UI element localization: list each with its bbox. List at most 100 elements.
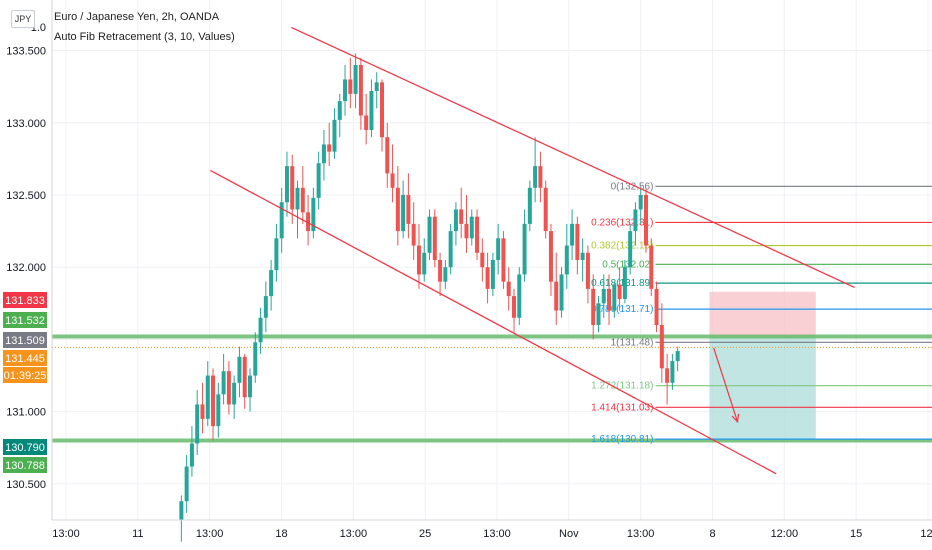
candle-body — [385, 137, 390, 174]
candle-body — [179, 501, 184, 520]
price-axis-tick: 133.500 — [6, 46, 46, 58]
candle-body — [575, 223, 580, 260]
candle-body — [506, 281, 511, 297]
candle-body — [189, 443, 194, 467]
candle-body — [316, 163, 321, 198]
indicator-legend[interactable]: Auto Fib Retracement (3, 10, Values) — [54, 31, 235, 43]
candle-body — [622, 267, 627, 299]
candle-body — [659, 325, 664, 369]
candle-body — [554, 281, 559, 311]
candle-body — [496, 238, 501, 260]
price-tag-label: 131.509 — [5, 335, 45, 347]
candle-body — [644, 195, 648, 246]
candle-body — [269, 270, 274, 297]
candle-body — [580, 252, 585, 260]
candle-body — [311, 197, 316, 232]
candle-body — [628, 231, 633, 268]
take-profit-zone — [709, 336, 816, 440]
candle-body — [401, 195, 406, 232]
candle-body — [343, 79, 348, 102]
time-axis-tick: 13:00 — [627, 528, 655, 540]
time-axis-tick: 11 — [132, 528, 143, 540]
candle-body — [274, 238, 279, 271]
candle-body — [226, 371, 231, 405]
fib-level-label: 1.618(130.81) — [591, 434, 653, 445]
projection-arrow — [713, 347, 739, 422]
candle-body — [443, 267, 448, 282]
candle-body — [475, 216, 480, 253]
candle-body — [258, 317, 263, 343]
candle-body — [253, 342, 258, 376]
candle-body — [390, 173, 395, 188]
fib-level-label: 0.382(132.15) — [591, 241, 653, 252]
candle-body — [211, 375, 216, 427]
candle-body — [369, 91, 374, 130]
time-axis-tick: 18 — [275, 528, 287, 540]
candle-body — [512, 296, 516, 318]
channel-line-lower — [210, 169, 777, 475]
candle-body — [416, 245, 421, 275]
candle-body — [395, 187, 400, 232]
time-axis-tick: 8 — [709, 528, 715, 540]
price-tag-label: 130.788 — [5, 460, 45, 472]
candle-body — [300, 187, 305, 213]
candle-body — [548, 231, 553, 282]
price-tag — [3, 332, 47, 348]
time-axis-tick: 12:00 — [771, 528, 799, 540]
candle-body — [522, 223, 527, 275]
stop-loss-zone — [709, 291, 816, 337]
candle-body — [263, 296, 268, 318]
fib-level-label: 0.5(132.02) — [602, 259, 653, 270]
price-tag — [3, 350, 47, 366]
candle-body — [290, 166, 295, 210]
time-axis-tick: 13:00 — [483, 528, 511, 540]
candle-body — [490, 260, 495, 289]
candle-body — [427, 216, 432, 253]
price-tag-label: 131.445 — [5, 353, 45, 365]
candle-body — [406, 195, 411, 224]
currency-badge[interactable]: JPY — [11, 10, 35, 28]
price-tag — [3, 312, 47, 328]
candle-body — [585, 252, 590, 289]
candle-body — [295, 187, 300, 210]
candle-body — [533, 166, 538, 188]
fib-level-label: 0(132.56) — [611, 181, 654, 192]
candle-body — [564, 245, 569, 275]
price-tag — [3, 457, 47, 473]
price-axis-tick: 130.500 — [6, 479, 46, 491]
candle-body — [675, 351, 680, 362]
candle-body — [448, 231, 453, 268]
candle-body — [485, 267, 490, 289]
candle-body — [538, 166, 543, 188]
price-axis-tick: 133.000 — [6, 118, 46, 130]
price-tag — [3, 439, 47, 455]
candle-body — [633, 209, 638, 232]
candle-body — [670, 361, 675, 383]
candle-body — [221, 371, 226, 395]
candle-body — [607, 288, 612, 311]
price-axis-tick: 131.000 — [6, 407, 46, 419]
candle-body — [601, 288, 606, 304]
candle-body — [469, 216, 474, 239]
fib-level-label: 0.786(131.71) — [591, 304, 653, 315]
candle-body — [559, 274, 564, 311]
fib-level-label: 1.272(131.18) — [591, 381, 653, 392]
candle-body — [205, 375, 210, 419]
candle-body — [517, 274, 522, 318]
price-axis-tick: 132.000 — [6, 262, 46, 274]
price-tag — [3, 292, 47, 308]
candle-body — [596, 303, 601, 325]
candle-body — [284, 166, 289, 203]
candle-body — [306, 212, 311, 232]
channel-line-upper — [291, 26, 855, 289]
fib-level-label: 1.414(131.03) — [591, 402, 653, 413]
candle-body — [358, 65, 363, 116]
candle-body — [453, 209, 458, 232]
candle-body — [337, 101, 342, 120]
candle-body — [501, 238, 506, 282]
fib-level-label: 0.618(131.89) — [591, 278, 653, 289]
candle-body — [480, 252, 485, 268]
candle-body — [332, 119, 337, 152]
candle-body — [638, 195, 643, 210]
